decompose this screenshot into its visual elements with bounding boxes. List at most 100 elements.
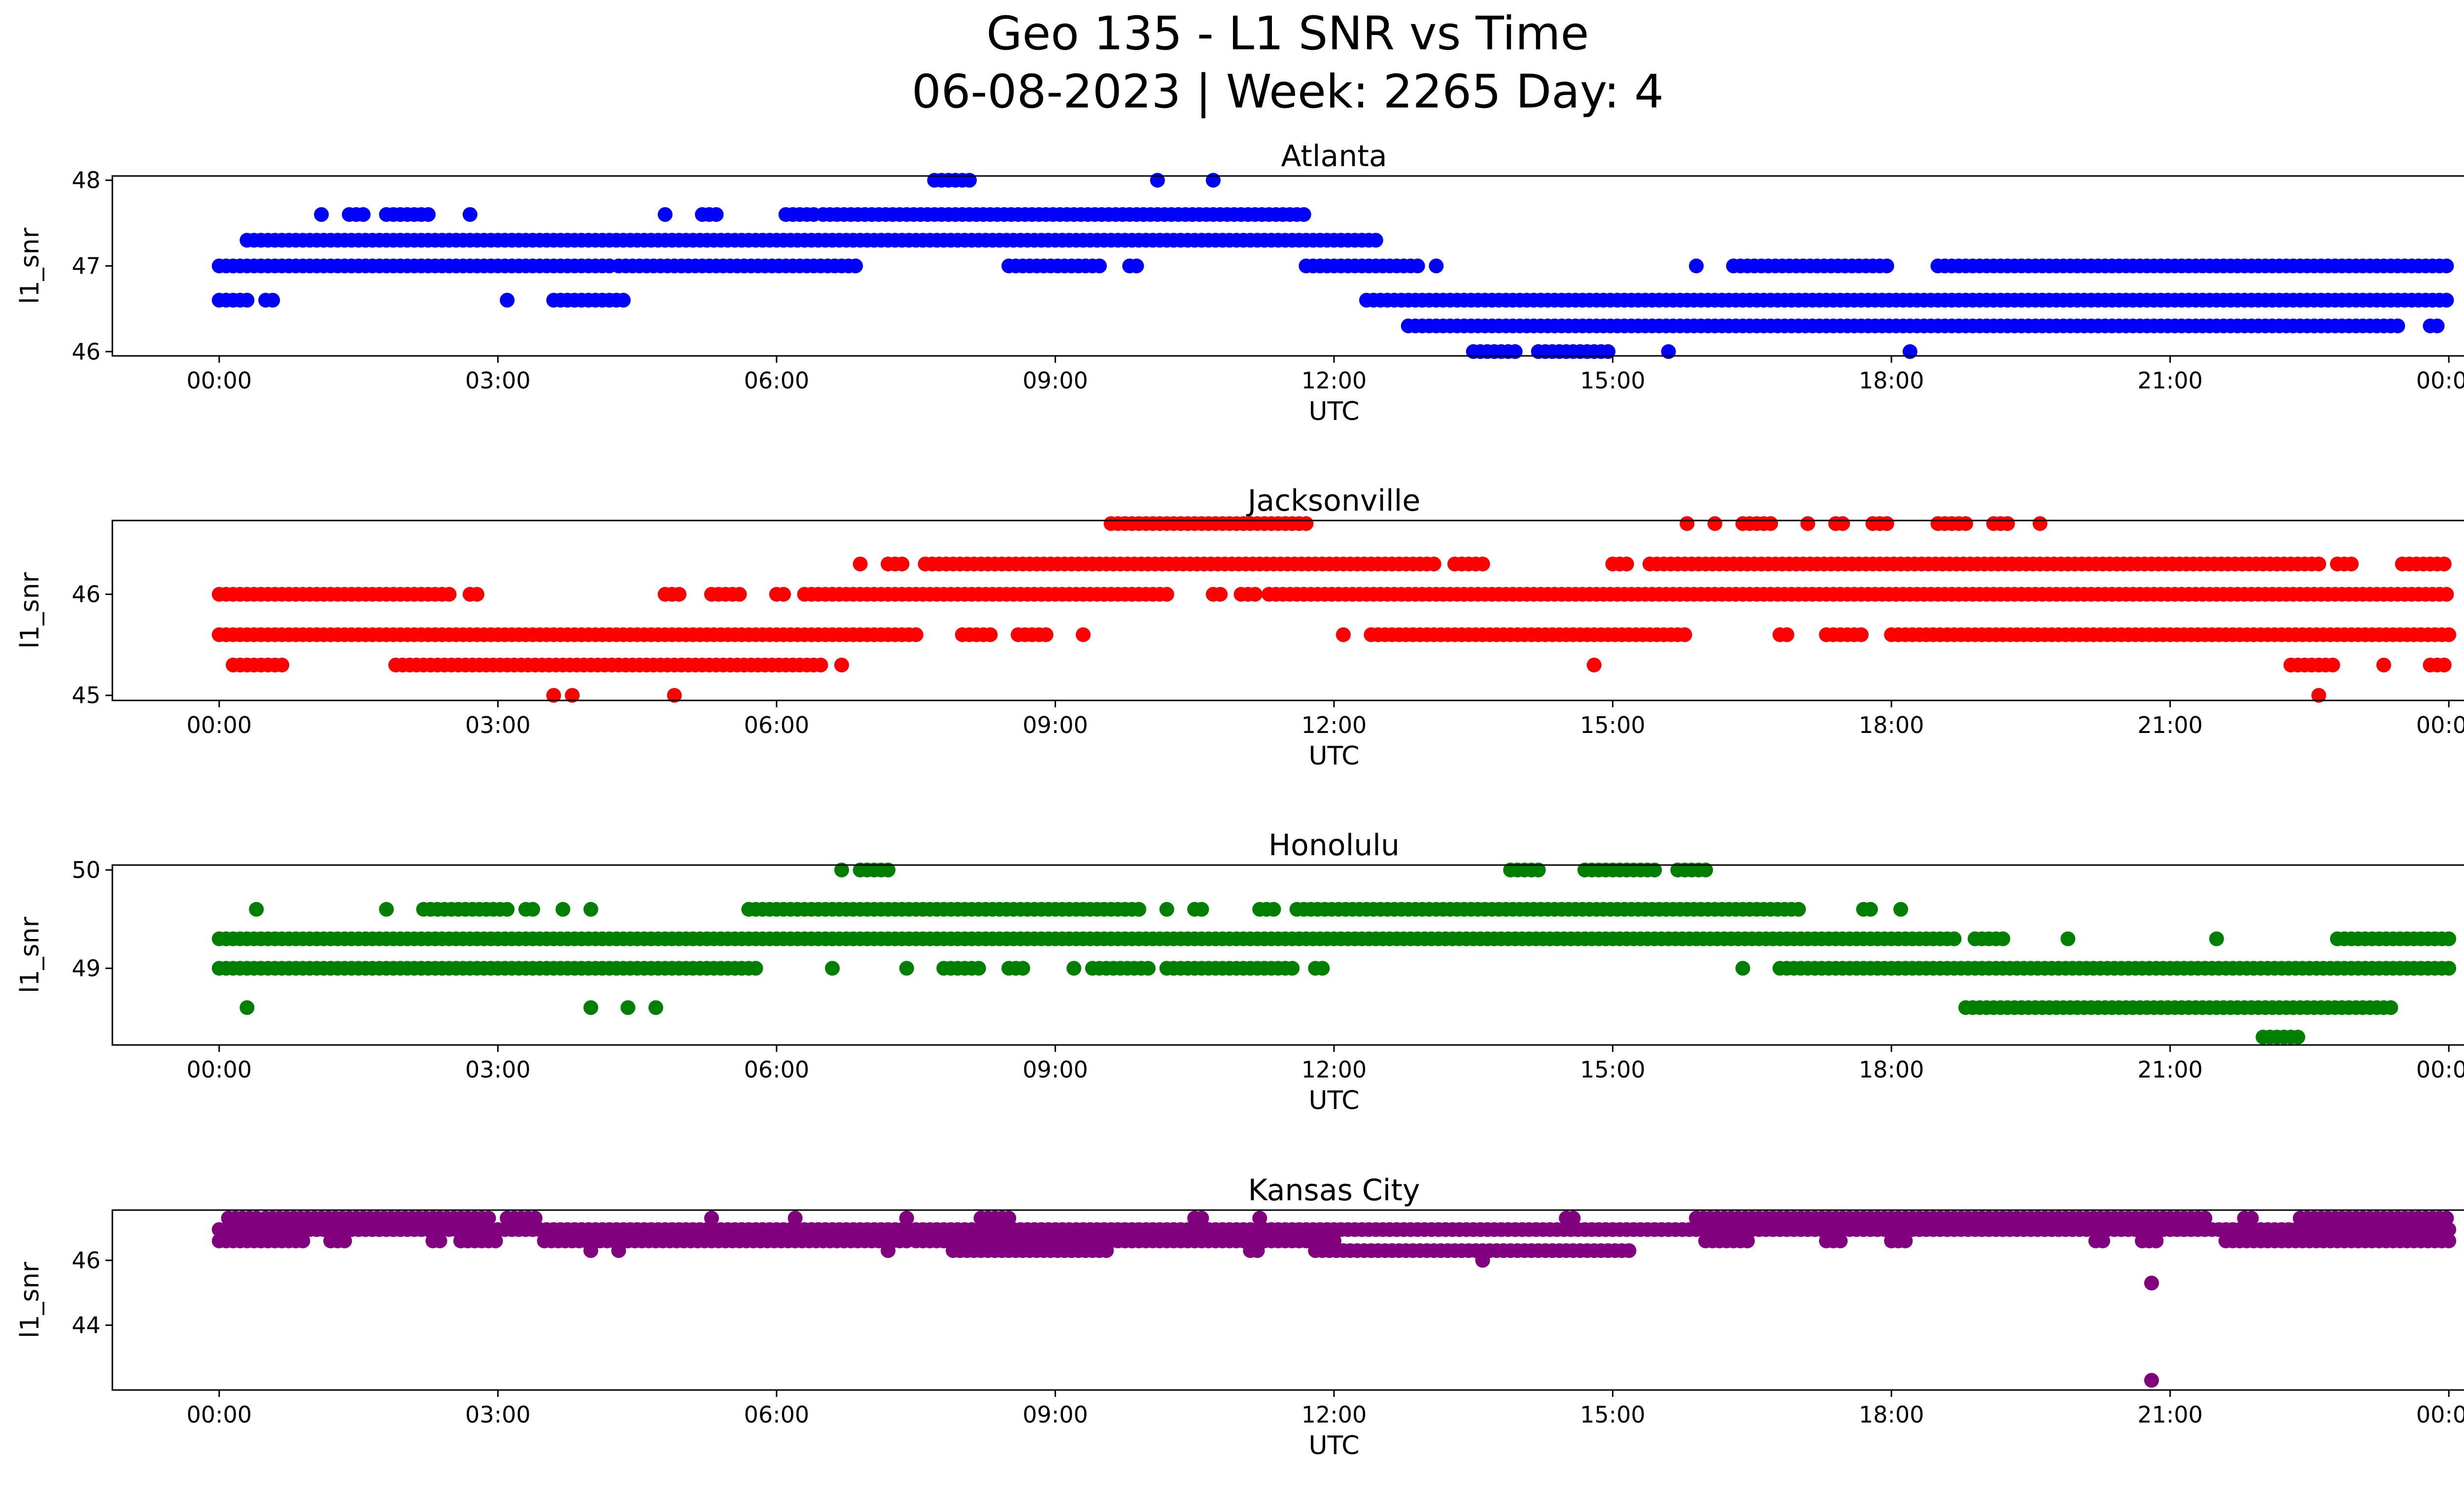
data-point [2149, 1233, 2164, 1249]
data-point [1689, 258, 1704, 274]
data-point [240, 1000, 255, 1015]
x-tick-label: 12:00 [1301, 1056, 1367, 1083]
data-point [356, 207, 371, 222]
data-point [1250, 1243, 1265, 1258]
data-point [1429, 258, 1444, 274]
data-point [962, 173, 977, 188]
data-point [899, 1211, 914, 1226]
data-point [1531, 863, 1546, 877]
data-point [2441, 627, 2457, 642]
data-point [379, 902, 394, 917]
data-point [1315, 961, 1330, 976]
x-tick-label: 09:00 [1023, 712, 1088, 738]
data-point [908, 627, 924, 642]
data-point [1791, 902, 1806, 917]
x-tick-label: 06:00 [744, 367, 810, 394]
data-point [2390, 318, 2405, 334]
data-point [500, 293, 515, 308]
data-point [1335, 627, 1351, 642]
data-point [2441, 931, 2457, 946]
x-tick-label: 18:00 [1859, 367, 1924, 394]
data-point [1141, 961, 1156, 976]
x-axis-label: UTC [1308, 1431, 1359, 1460]
data-point [1247, 587, 1263, 602]
data-point [421, 207, 436, 222]
data-point [2000, 516, 2015, 531]
data-point [881, 863, 896, 877]
y-tick-label: 49 [71, 955, 101, 981]
x-tick-label: 15:00 [1580, 1401, 1645, 1428]
data-point [611, 1243, 626, 1258]
data-point [825, 961, 840, 976]
data-point [2383, 1000, 2398, 1015]
data-point [1879, 516, 1894, 531]
x-tick-label: 00:00 [2416, 367, 2464, 394]
y-tick-label: 48 [71, 167, 101, 194]
data-point [1863, 902, 1878, 917]
y-axis-label: l1_snr [15, 1261, 45, 1338]
data-point [1099, 1243, 1114, 1258]
data-point [2441, 961, 2457, 976]
x-tick-label: 15:00 [1580, 1056, 1645, 1083]
data-point [2060, 931, 2076, 946]
data-point [1647, 863, 1662, 877]
x-tick-label: 18:00 [1859, 712, 1924, 738]
data-point [709, 207, 724, 222]
scatter-points [211, 863, 2457, 1044]
data-point [1475, 556, 1490, 572]
x-tick-label: 09:00 [1023, 367, 1088, 394]
data-point [704, 1211, 719, 1226]
data-point [2032, 516, 2048, 531]
data-point [1205, 173, 1221, 188]
x-tick-label: 03:00 [465, 367, 531, 394]
x-tick-label: 12:00 [1301, 367, 1367, 394]
subplot-title: Kansas City [1248, 1173, 1420, 1208]
data-point [853, 556, 868, 572]
data-point [1150, 173, 1165, 188]
data-point [2311, 688, 2327, 703]
figure-title-line2: 06-08-2023 | Week: 2265 Day: 4 [912, 65, 1664, 119]
data-point [2325, 658, 2340, 673]
data-point [565, 688, 580, 703]
data-point [265, 293, 280, 308]
data-point [2376, 658, 2392, 673]
data-point [620, 1000, 636, 1015]
data-point [2144, 1276, 2159, 1290]
figure-title-line1: Geo 135 - L1 SNR vs Time [987, 7, 1589, 61]
data-point [1740, 1233, 1755, 1249]
data-point [1507, 344, 1523, 359]
scatter-points [211, 1211, 2457, 1388]
data-point [1902, 344, 1917, 359]
data-point [1735, 961, 1750, 976]
y-axis-label: l1_snr [15, 572, 45, 649]
data-point [1131, 902, 1147, 917]
x-axis-label: UTC [1308, 397, 1359, 426]
data-point [2436, 658, 2452, 673]
x-tick-label: 06:00 [744, 712, 810, 738]
x-tick-label: 00:00 [2416, 1401, 2464, 1428]
data-point [2439, 1211, 2454, 1226]
data-point [583, 1243, 598, 1258]
data-point [1853, 627, 1869, 642]
y-tick-label: 45 [71, 682, 101, 709]
data-point [527, 1211, 543, 1226]
data-point [1800, 516, 1815, 531]
x-tick-label: 15:00 [1580, 712, 1645, 738]
data-point [555, 902, 571, 917]
data-point [732, 587, 747, 602]
data-point [1213, 587, 1228, 602]
data-point [1475, 1252, 1490, 1268]
data-point [2439, 587, 2454, 602]
y-tick-label: 50 [71, 857, 101, 883]
data-point [432, 1233, 447, 1249]
data-point [2244, 1211, 2259, 1226]
data-point [848, 258, 863, 274]
data-point [481, 1211, 496, 1226]
data-point [971, 961, 986, 976]
data-point [1780, 627, 1794, 642]
data-point [1410, 258, 1425, 274]
x-tick-label: 09:00 [1023, 1056, 1088, 1083]
data-point [657, 207, 673, 222]
data-point [295, 1233, 310, 1249]
